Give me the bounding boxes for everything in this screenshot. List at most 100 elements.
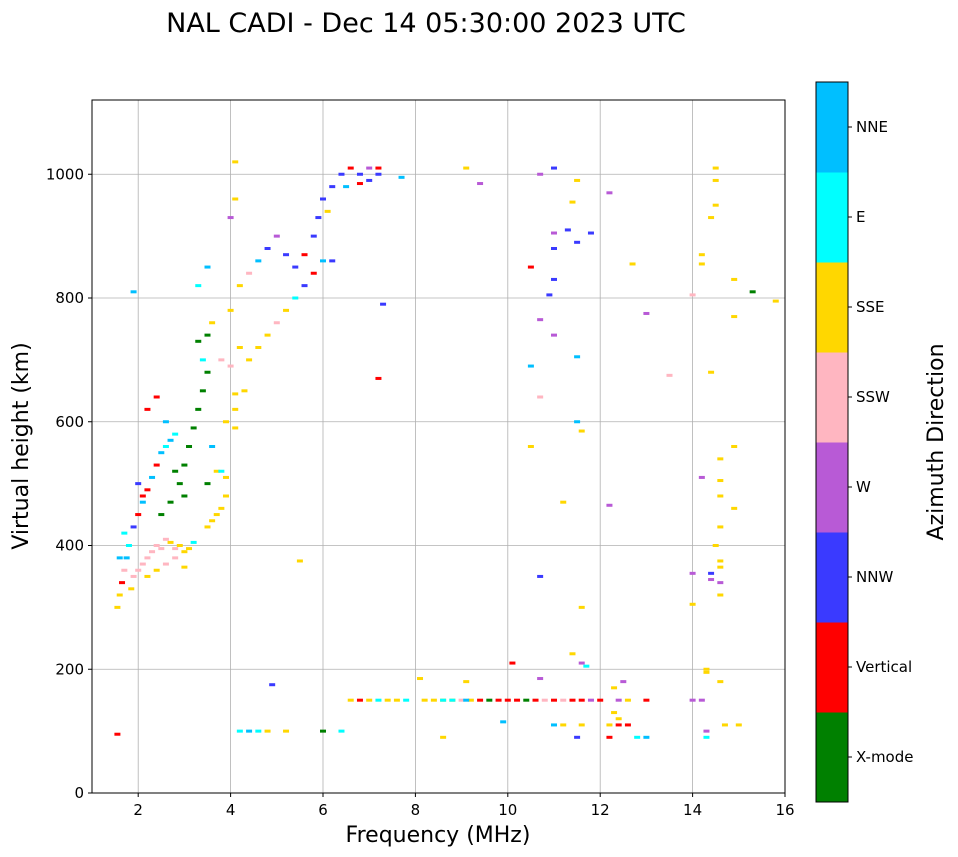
echo-point bbox=[551, 698, 557, 702]
echo-point bbox=[398, 175, 405, 179]
echo-point bbox=[204, 265, 211, 269]
echo-point bbox=[167, 438, 174, 442]
echo-point bbox=[551, 277, 557, 281]
echo-point bbox=[338, 729, 345, 733]
y-tick-label: 400 bbox=[55, 537, 84, 555]
colorbar-frame bbox=[815, 81, 849, 803]
echo-point bbox=[560, 723, 567, 727]
echo-point bbox=[130, 525, 137, 529]
echo-point bbox=[564, 228, 571, 232]
echo-point bbox=[717, 680, 724, 684]
echo-point bbox=[144, 574, 151, 578]
echo-point bbox=[264, 729, 271, 733]
echo-point bbox=[273, 234, 280, 238]
echo-point bbox=[551, 166, 557, 170]
chart-title: NAL CADI - Dec 14 05:30:00 2023 UTC bbox=[166, 8, 686, 39]
echo-point bbox=[241, 389, 248, 393]
echo-point bbox=[366, 166, 373, 170]
echo-point bbox=[320, 729, 326, 733]
echo-point bbox=[366, 178, 373, 182]
echo-point bbox=[606, 723, 613, 727]
echo-point bbox=[551, 247, 557, 250]
echo-point bbox=[537, 574, 544, 578]
echo-point bbox=[689, 571, 696, 575]
echo-point bbox=[116, 556, 123, 560]
echo-point bbox=[172, 469, 179, 473]
echo-point bbox=[703, 670, 710, 674]
echo-point bbox=[186, 445, 193, 448]
echo-point bbox=[551, 231, 557, 235]
echo-point bbox=[731, 445, 738, 448]
echo-point bbox=[227, 364, 234, 368]
echo-point bbox=[176, 482, 183, 486]
echo-point bbox=[222, 475, 229, 479]
echo-point bbox=[227, 216, 234, 220]
echo-point bbox=[574, 178, 581, 182]
echo-point bbox=[421, 698, 428, 702]
echo-point bbox=[463, 680, 470, 684]
echo-point bbox=[717, 525, 724, 529]
echo-point bbox=[546, 293, 553, 297]
echo-point bbox=[343, 185, 350, 189]
echo-point bbox=[181, 550, 188, 554]
echo-point bbox=[186, 547, 193, 551]
echo-point bbox=[139, 562, 146, 566]
echo-point bbox=[236, 729, 243, 733]
echo-point bbox=[301, 284, 308, 288]
echo-point bbox=[527, 445, 534, 448]
echo-point bbox=[735, 723, 742, 727]
echo-point bbox=[624, 698, 631, 702]
echo-point bbox=[255, 729, 262, 733]
echo-point bbox=[578, 661, 585, 665]
echo-point bbox=[537, 172, 544, 176]
echo-point bbox=[578, 429, 585, 433]
echo-point bbox=[292, 265, 299, 269]
echo-point bbox=[125, 544, 132, 547]
echo-point bbox=[375, 166, 382, 170]
echo-point bbox=[403, 698, 410, 702]
echo-point bbox=[666, 373, 673, 377]
echo-point bbox=[532, 698, 539, 702]
echo-point bbox=[264, 247, 271, 250]
y-axis-title: Virtual height (km) bbox=[9, 342, 34, 549]
echo-point bbox=[611, 686, 618, 690]
echo-point bbox=[347, 166, 354, 170]
echo-point bbox=[689, 698, 696, 702]
echo-point bbox=[283, 308, 290, 312]
echo-point bbox=[255, 346, 262, 349]
echo-point bbox=[218, 469, 225, 473]
echo-point bbox=[218, 358, 225, 362]
echo-point bbox=[236, 346, 243, 349]
echo-point bbox=[232, 197, 239, 201]
echo-point bbox=[329, 185, 336, 189]
echo-point bbox=[190, 426, 197, 430]
echo-point bbox=[213, 513, 220, 517]
echo-point bbox=[264, 333, 271, 337]
echo-point bbox=[717, 581, 724, 585]
echo-point bbox=[123, 556, 130, 560]
x-tick-label: 6 bbox=[318, 801, 328, 819]
echo-point bbox=[209, 321, 216, 325]
y-axis-ticks: 0 200 400 600 800 1000 bbox=[46, 165, 92, 802]
echo-point bbox=[167, 540, 174, 544]
colorbar-segment bbox=[816, 622, 848, 713]
echo-point bbox=[246, 358, 253, 362]
echo-point bbox=[375, 376, 382, 380]
echo-point bbox=[356, 172, 363, 176]
echo-point bbox=[712, 166, 719, 170]
echo-point bbox=[195, 339, 202, 343]
echo-point bbox=[320, 197, 326, 201]
echo-point bbox=[329, 259, 336, 263]
echo-point bbox=[449, 698, 456, 702]
echo-point bbox=[162, 537, 169, 541]
echo-point bbox=[606, 735, 613, 739]
echo-point bbox=[527, 265, 534, 269]
echo-point bbox=[292, 296, 299, 300]
colorbar-segment bbox=[816, 712, 848, 803]
x-tick-label: 12 bbox=[591, 801, 610, 819]
echo-point bbox=[486, 698, 493, 702]
colorbar-segment bbox=[816, 262, 848, 353]
x-tick-label: 4 bbox=[226, 801, 236, 819]
echo-point bbox=[523, 698, 530, 702]
echo-point bbox=[708, 370, 715, 374]
